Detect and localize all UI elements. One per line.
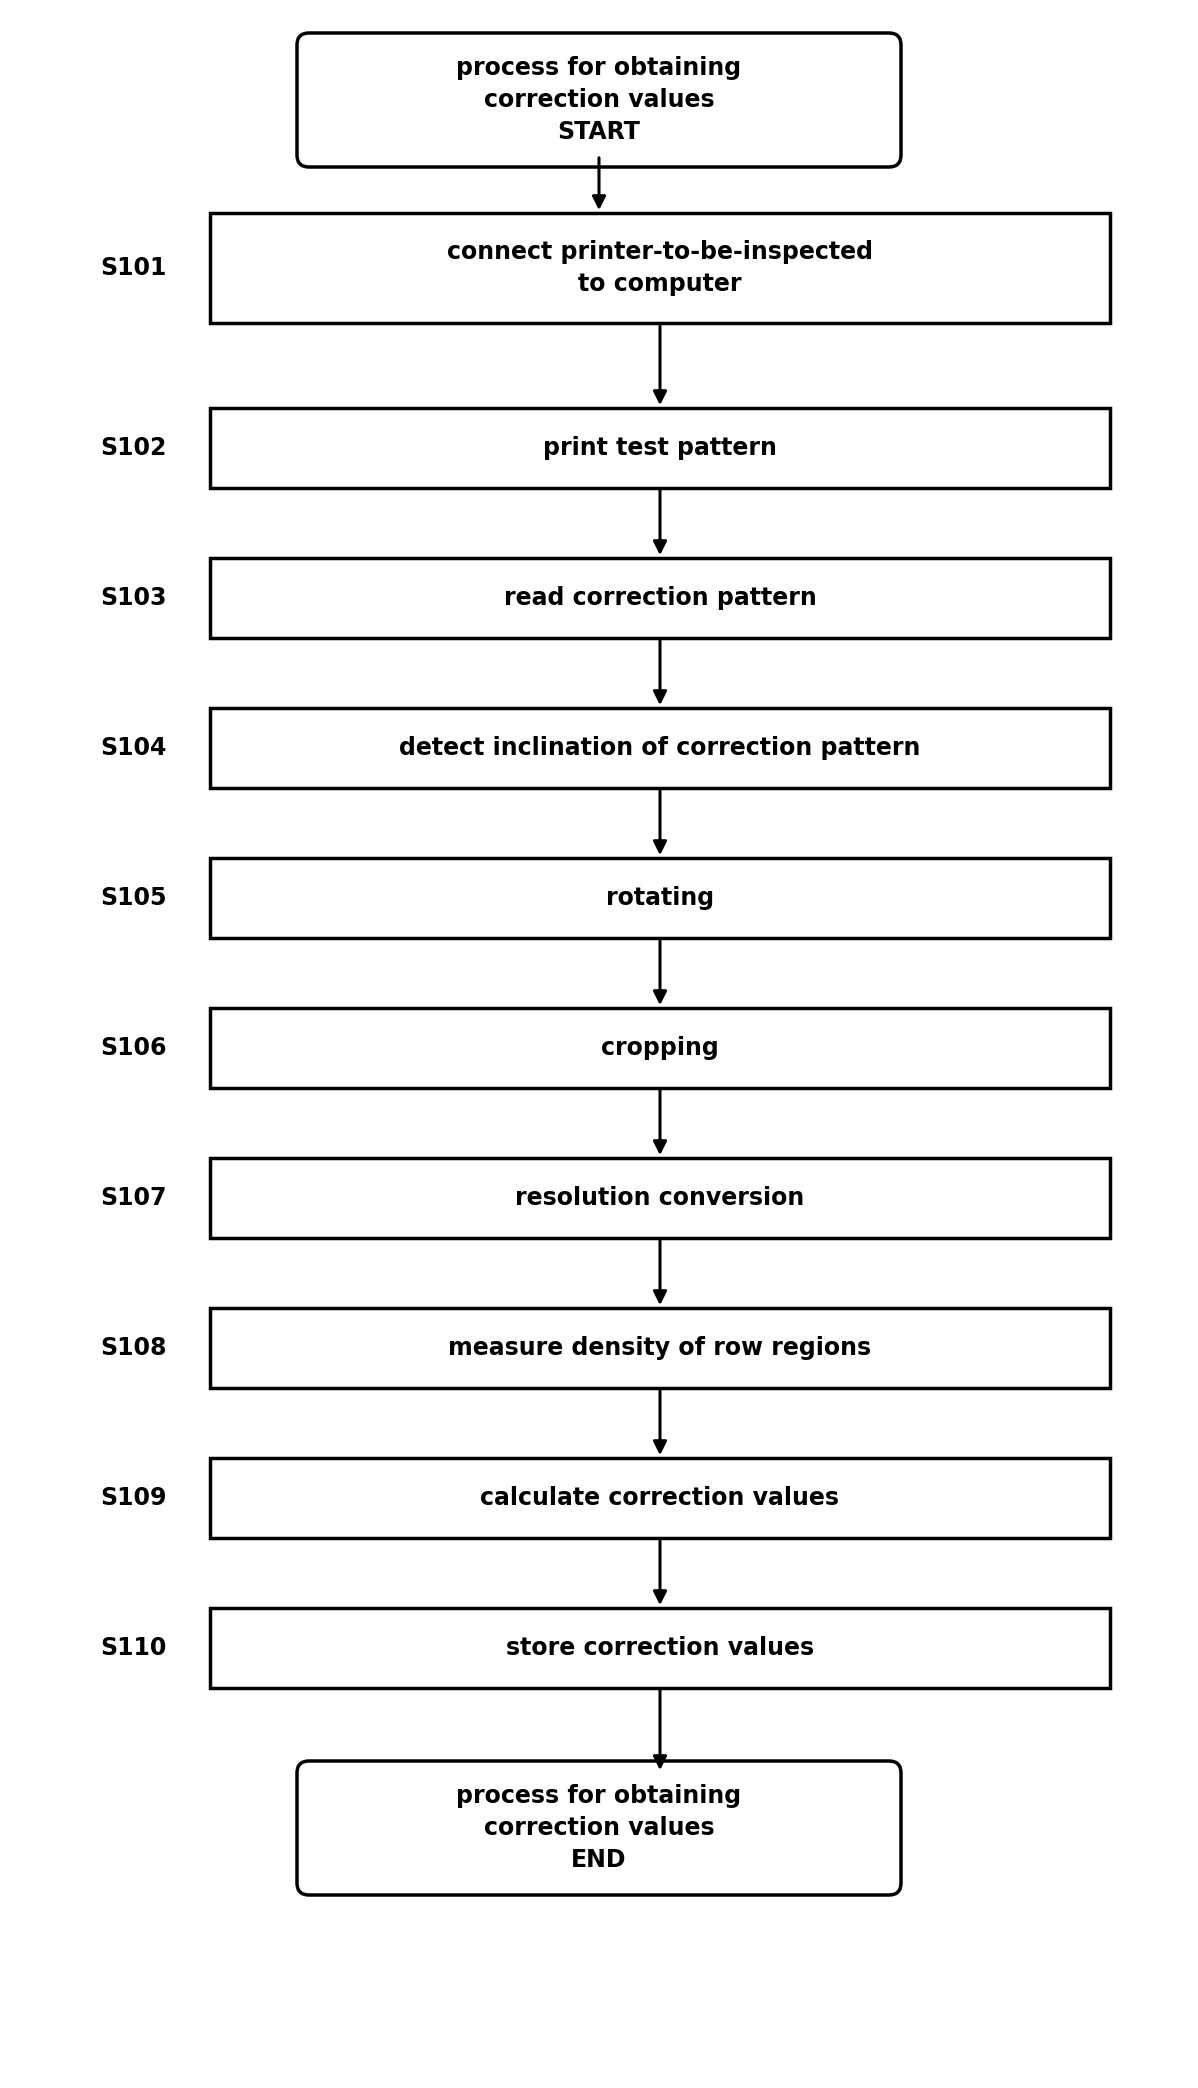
Bar <box>210 708 1111 787</box>
Bar <box>210 1159 1111 1238</box>
Text: S101: S101 <box>99 257 167 280</box>
Bar <box>210 407 1111 489</box>
Bar <box>210 557 1111 639</box>
Bar <box>210 213 1111 324</box>
Bar <box>210 858 1111 938</box>
Text: process for obtaining
correction values
START: process for obtaining correction values … <box>456 56 742 144</box>
Text: resolution conversion: resolution conversion <box>515 1186 805 1211</box>
Bar <box>210 1009 1111 1088</box>
Text: S107: S107 <box>99 1186 167 1211</box>
Text: S104: S104 <box>99 735 167 760</box>
Text: S109: S109 <box>99 1487 167 1510</box>
Text: process for obtaining
correction values
END: process for obtaining correction values … <box>456 1785 742 1871</box>
Text: print test pattern: print test pattern <box>543 436 778 459</box>
Text: detect inclination of correction pattern: detect inclination of correction pattern <box>399 735 921 760</box>
Text: cropping: cropping <box>601 1036 719 1061</box>
Text: S102: S102 <box>99 436 167 459</box>
Bar <box>210 1307 1111 1389</box>
Text: calculate correction values: calculate correction values <box>480 1487 840 1510</box>
Text: measure density of row regions: measure density of row regions <box>448 1336 872 1359</box>
Text: S103: S103 <box>99 587 167 610</box>
FancyBboxPatch shape <box>297 1760 901 1896</box>
Text: connect printer-to-be-inspected
to computer: connect printer-to-be-inspected to compu… <box>447 240 873 296</box>
Text: rotating: rotating <box>606 885 714 910</box>
Text: read correction pattern: read correction pattern <box>503 587 816 610</box>
FancyBboxPatch shape <box>297 33 901 167</box>
Bar <box>210 1608 1111 1687</box>
Text: S108: S108 <box>99 1336 167 1359</box>
Text: S105: S105 <box>99 885 167 910</box>
Text: store correction values: store correction values <box>506 1637 815 1660</box>
Text: S106: S106 <box>99 1036 167 1061</box>
Text: S110: S110 <box>99 1637 167 1660</box>
Bar <box>210 1457 1111 1539</box>
